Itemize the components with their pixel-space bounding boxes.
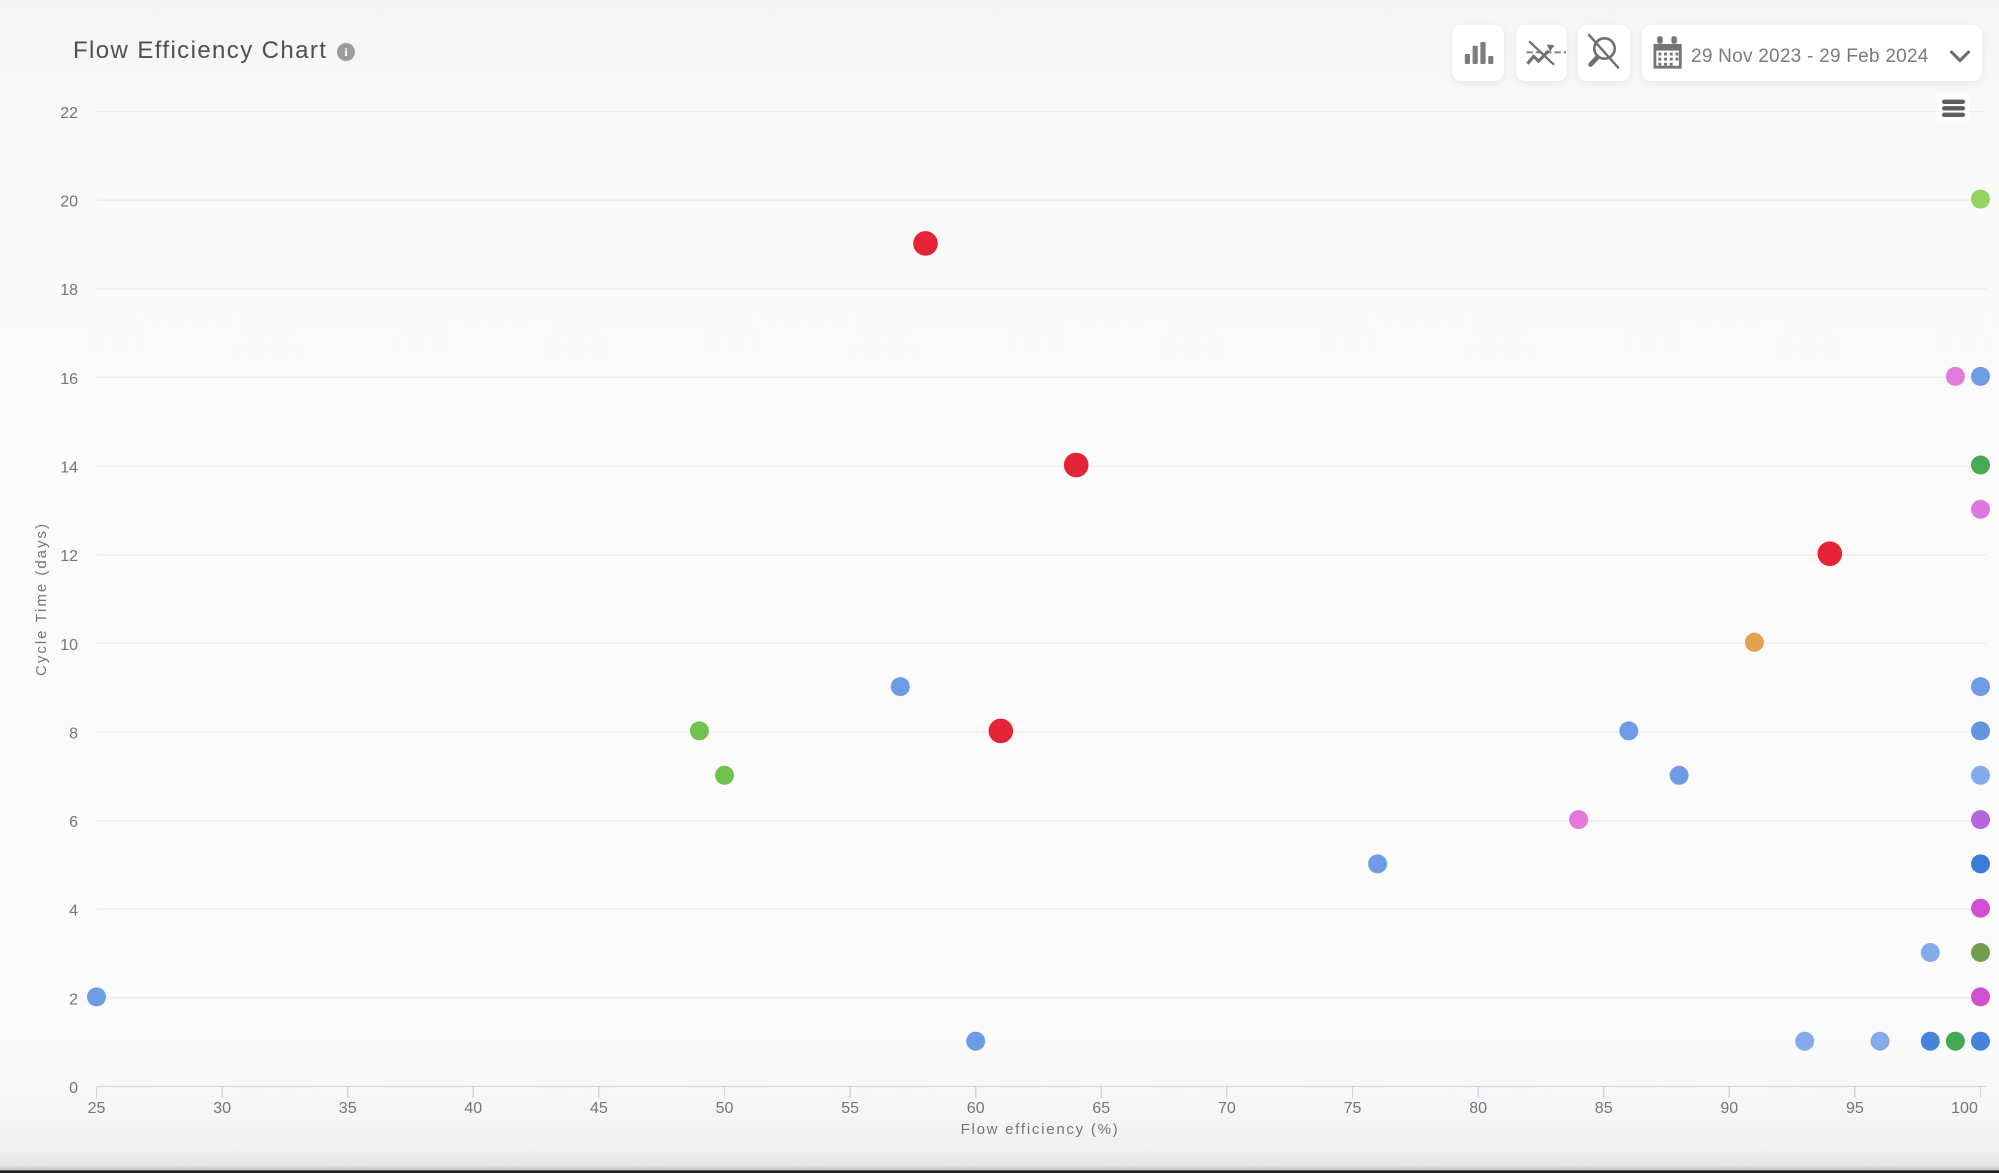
svg-text:2: 2 xyxy=(69,991,78,1008)
svg-text:40: 40 xyxy=(464,1100,482,1117)
svg-text:0: 0 xyxy=(69,1080,78,1097)
svg-text:95: 95 xyxy=(1846,1100,1864,1117)
svg-text:25: 25 xyxy=(88,1100,106,1117)
svg-text:70: 70 xyxy=(1218,1100,1236,1117)
svg-text:55: 55 xyxy=(841,1100,859,1117)
svg-text:10: 10 xyxy=(60,637,78,654)
svg-text:50: 50 xyxy=(716,1100,734,1117)
svg-text:45: 45 xyxy=(590,1100,608,1117)
svg-text:90: 90 xyxy=(1720,1100,1738,1117)
svg-text:12: 12 xyxy=(60,548,78,565)
svg-text:18: 18 xyxy=(60,282,78,299)
svg-text:Cycle Time (days): Cycle Time (days) xyxy=(33,522,50,676)
svg-text:16: 16 xyxy=(60,371,78,388)
svg-text:8: 8 xyxy=(69,725,78,742)
svg-text:65: 65 xyxy=(1092,1100,1110,1117)
svg-text:35: 35 xyxy=(339,1100,357,1117)
svg-text:Flow efficiency (%): Flow efficiency (%) xyxy=(961,1121,1120,1138)
svg-text:60: 60 xyxy=(967,1100,985,1117)
svg-text:100: 100 xyxy=(1951,1100,1978,1117)
svg-text:4: 4 xyxy=(69,903,78,920)
svg-text:14: 14 xyxy=(60,460,78,477)
svg-text:6: 6 xyxy=(69,814,78,831)
svg-text:75: 75 xyxy=(1344,1100,1362,1117)
svg-text:30: 30 xyxy=(213,1100,231,1117)
svg-text:80: 80 xyxy=(1469,1100,1487,1117)
svg-text:20: 20 xyxy=(60,194,78,211)
svg-text:22: 22 xyxy=(60,105,78,122)
svg-text:85: 85 xyxy=(1595,1100,1613,1117)
